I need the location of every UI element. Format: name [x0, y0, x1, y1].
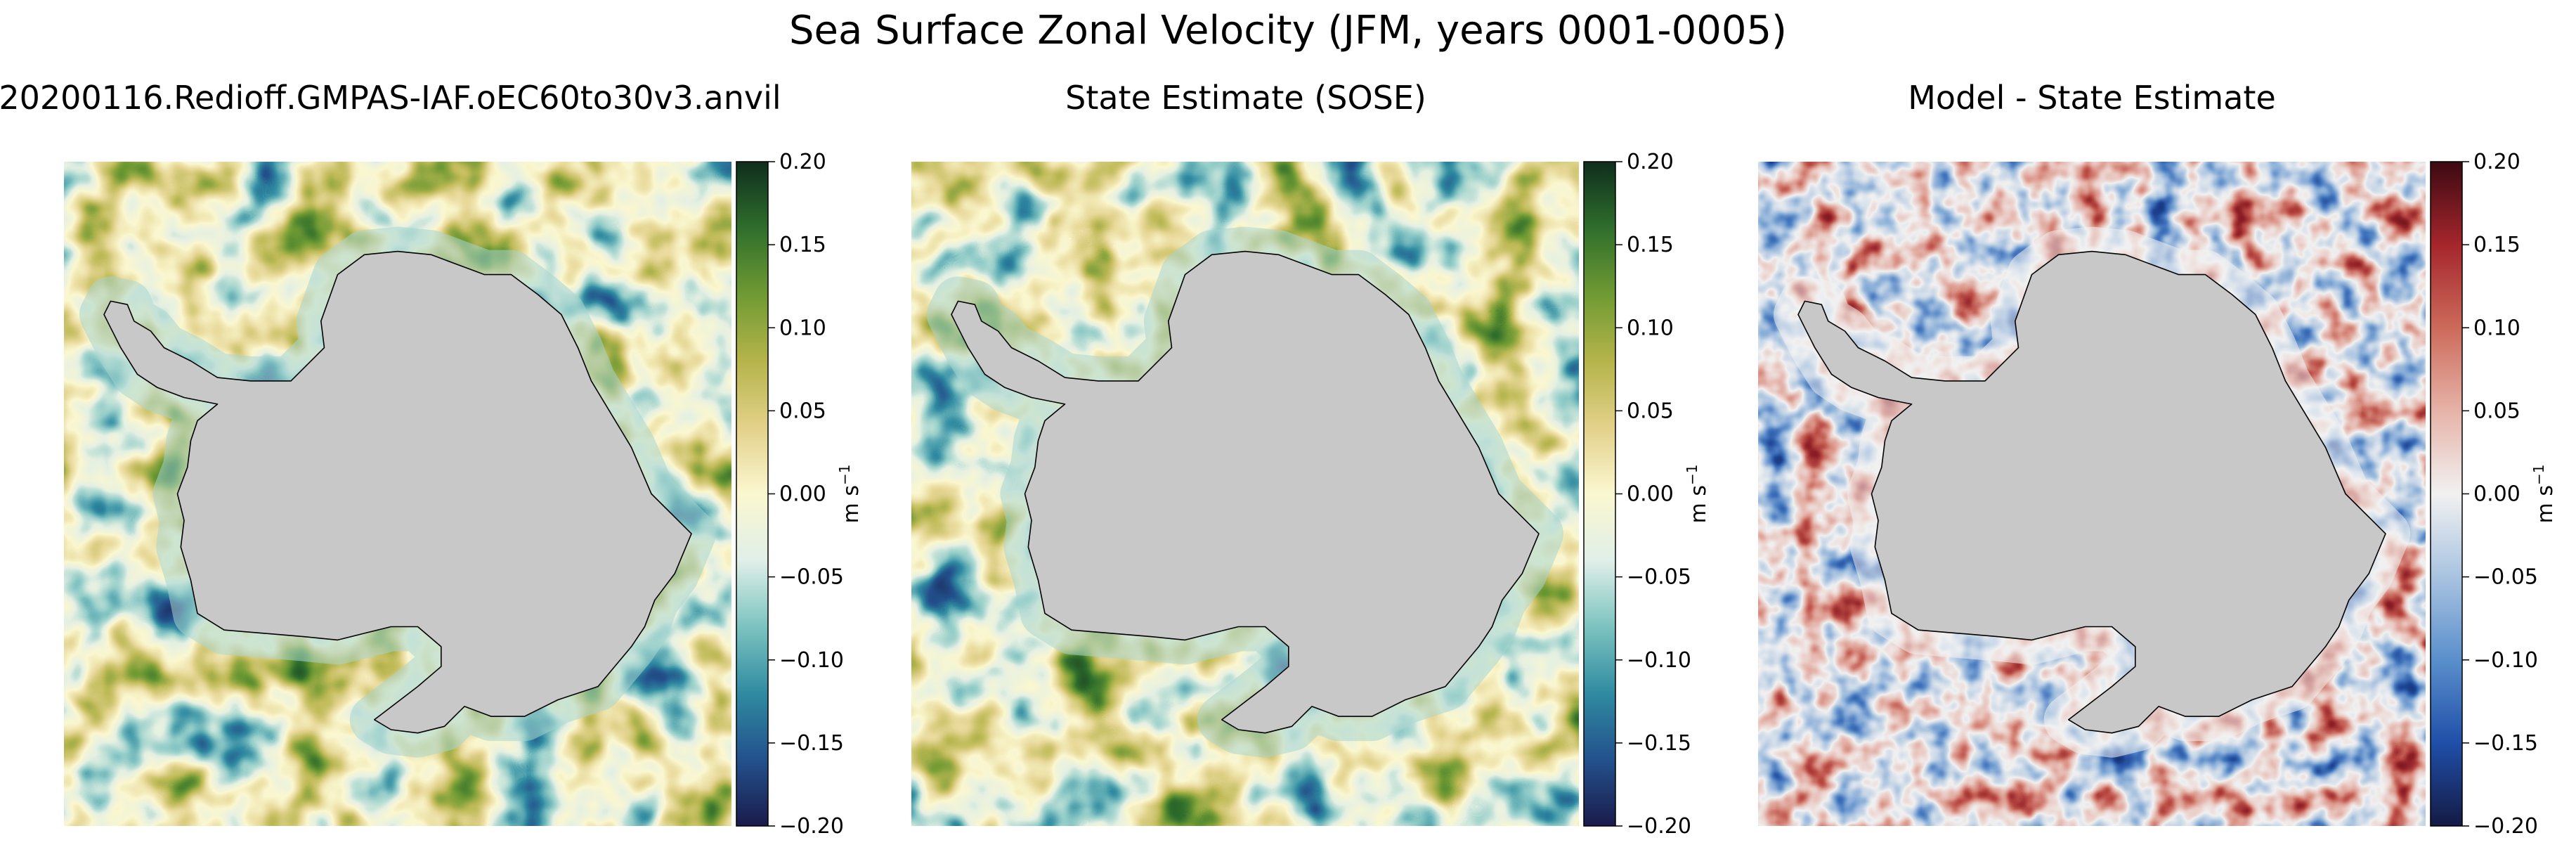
colorbar-tick-label: 0.00: [2473, 482, 2520, 507]
antarctica-land-mask: [1797, 250, 2386, 734]
colorbar-label-units: m s: [2533, 485, 2558, 523]
colorbar-tick-label: 0.20: [1627, 150, 1674, 174]
colorbar: 0.20 0.15 0.10 0.05 0.00 −0.05 −0.10 −0.15 −0.20…: [2430, 150, 2558, 839]
colorbar-tick-label: −0.20: [779, 814, 844, 839]
colorbar-tick-label: 0.10: [2473, 316, 2520, 340]
colorbar-label: m s−1: [836, 465, 864, 524]
panel-title: Model - State Estimate: [1908, 79, 2276, 117]
colorbar-tick-label: −0.10: [779, 648, 844, 673]
colorbar-tick-label: −0.15: [1627, 731, 1691, 756]
colorbar-tick-label: 0.10: [1627, 316, 1674, 340]
colorbar-label-units: m s: [839, 485, 864, 523]
colorbar: 0.20 0.15 0.10 0.05 0.00 −0.05 −0.10 −0.15 −0.20…: [736, 150, 864, 839]
figure-title: Sea Surface Zonal Velocity (JFM, years 0…: [789, 8, 1787, 53]
colorbar-gradient: [736, 161, 769, 827]
panel-3: Model - State Estimate0.200.150.100.050.…: [1758, 79, 2558, 839]
colorbar-tick-label: 0.00: [1627, 482, 1674, 507]
colorbar-tick-label: 0.00: [779, 482, 826, 507]
colorbar-label: m s−1: [2530, 465, 2558, 524]
colorbar-tick-label: −0.15: [779, 731, 844, 756]
colorbar-tick-label: −0.20: [1627, 814, 1691, 839]
colorbar-gradient: [1583, 161, 1616, 827]
colorbar-tick-label: −0.10: [1627, 648, 1691, 673]
colorbar-label-exponent: −1: [1684, 465, 1700, 485]
colorbar-label-exponent: −1: [2530, 465, 2547, 485]
colorbar-tick-label: −0.05: [1627, 565, 1691, 590]
colorbar-tick-label: 0.15: [779, 233, 826, 257]
colorbar-tick-label: −0.05: [779, 565, 844, 590]
antarctica-land-mask: [103, 250, 692, 734]
colorbar-gradient: [2430, 161, 2463, 827]
colorbar-label-exponent: −1: [836, 465, 853, 485]
colorbar: 0.20 0.15 0.10 0.05 0.00 −0.05 −0.10 −0.15 −0.20…: [1583, 150, 1711, 839]
colorbar-tick-label: 0.05: [2473, 399, 2520, 423]
panel-2: State Estimate (SOSE) 0.20 0.15 0.10 0.05 0.0…: [911, 79, 1711, 839]
colorbar-tick-label: 0.10: [779, 316, 826, 340]
colorbar-tick-label: 0.20: [779, 150, 826, 174]
panel-title: 20200116.Redioff.GMPAS-IAF.oEC60to30v3.a…: [0, 79, 781, 117]
colorbar-tick-label: −0.10: [2473, 648, 2538, 673]
colorbar-tick-label: 0.15: [2473, 233, 2520, 257]
colorbar-tick-label: 0.05: [1627, 399, 1674, 423]
colorbar-tick-label: 0.20: [2473, 150, 2520, 174]
colorbar-label-units: m s: [1686, 485, 1711, 523]
panel-title: State Estimate (SOSE): [1065, 79, 1426, 117]
colorbar-label: m s−1: [1684, 465, 1711, 524]
panel-1: 20200116.Redioff.GMPAS-IAF.oEC60to30v3.a…: [0, 79, 864, 839]
colorbar-tick-label: −0.05: [2473, 565, 2538, 590]
antarctica-land-mask: [951, 250, 1540, 734]
colorbar-tick-label: 0.05: [779, 399, 826, 423]
colorbar-tick-label: 0.15: [1627, 233, 1674, 257]
colorbar-tick-label: −0.15: [2473, 731, 2538, 756]
colorbar-tick-label: −0.20: [2473, 814, 2538, 839]
